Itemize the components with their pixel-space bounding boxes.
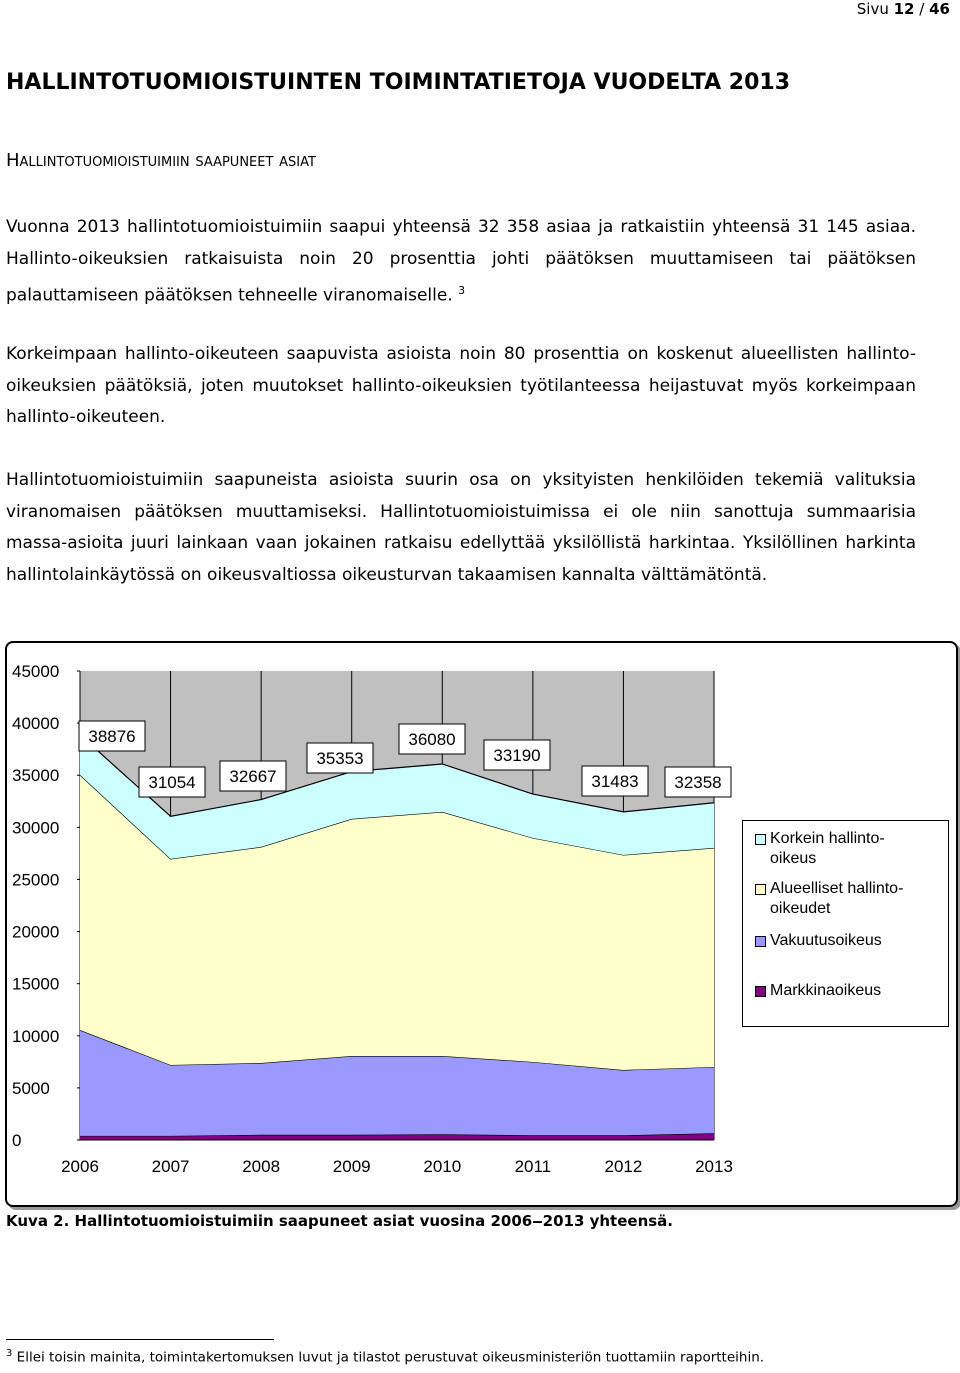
area [80, 1030, 714, 1136]
legend-swatch [755, 884, 766, 895]
x-tick-label: 2013 [695, 1157, 733, 1176]
page-label: Sivu [856, 0, 889, 18]
legend-swatch [755, 986, 766, 997]
legend-swatch [755, 936, 766, 947]
legend-swatch [755, 834, 766, 845]
total-label-box [664, 766, 732, 798]
total-label: 35353 [316, 749, 363, 768]
y-tick-label: 5000 [12, 1079, 50, 1098]
total-label-box [483, 739, 551, 771]
total-label-box [398, 723, 466, 755]
y-tick-label: 20000 [12, 923, 59, 942]
legend-label: Korkein hallinto-oikeus [770, 830, 885, 867]
y-tick-label: 45000 [12, 662, 59, 681]
x-tick-label: 2007 [152, 1157, 190, 1176]
total-label-box [581, 765, 649, 797]
area [80, 774, 714, 1070]
x-tick-label: 2008 [242, 1157, 280, 1176]
y-tick-label: 0 [12, 1131, 21, 1150]
legend-item: Korkein hallinto-oikeus [755, 829, 935, 869]
chart-frame [5, 641, 958, 1207]
x-tick-label: 2009 [333, 1157, 371, 1176]
total-label-box [78, 720, 146, 752]
y-tick-label: 10000 [12, 1027, 59, 1046]
total-label-box [219, 760, 287, 792]
total-label-box [306, 742, 374, 774]
total-label: 38876 [88, 727, 135, 746]
x-tick-label: 2012 [605, 1157, 643, 1176]
footnote-number: 3 [6, 1348, 13, 1359]
legend-item: Markkinaoikeus [755, 981, 935, 1001]
total-label: 32667 [229, 767, 276, 786]
y-tick-label: 40000 [12, 714, 59, 733]
total-label: 33190 [493, 746, 540, 765]
page-current: 12 [893, 0, 915, 18]
y-tick-label: 15000 [12, 975, 59, 994]
area-edge [79, 734, 715, 817]
y-tick-label: 25000 [12, 870, 59, 889]
paragraph: Hallintotuomioistuimiin saapuneista asio… [6, 470, 916, 585]
legend: Korkein hallinto-oikeus Alueelliset halli… [742, 820, 949, 1027]
x-tick-label: 2011 [515, 1157, 552, 1176]
footnote-rule [6, 1339, 274, 1340]
page-sep: / [919, 0, 925, 18]
paragraph: Vuonna 2013 hallintotuomioistuimiin saap… [6, 212, 916, 312]
legend-item: Vakuutusoikeus [755, 931, 935, 951]
y-tick-label: 35000 [12, 766, 59, 785]
paragraph-text: Vuonna 2013 hallintotuomioistuimiin saap… [6, 217, 916, 306]
caption: Kuva 2. Hallintotuomioistuimiin saapunee… [6, 1212, 674, 1230]
total-label: 31483 [591, 772, 638, 791]
page-total: 46 [929, 0, 950, 18]
total-label: 36080 [408, 730, 455, 749]
total-label-box [138, 766, 206, 798]
legend-label: Alueelliset hallinto-oikeudet [770, 880, 904, 917]
subtitle: Hallintotuomioistuimiin saapuneet asiat [6, 150, 316, 171]
footnote-ref: 3 [458, 284, 466, 297]
x-tick-label: 2006 [61, 1157, 99, 1176]
total-label: 31054 [148, 773, 195, 792]
y-tick-label: 30000 [12, 818, 59, 837]
area [80, 1133, 714, 1140]
title: HALLINTOTUOMIOISTUINTEN TOIMINTATIETOJA … [6, 70, 791, 95]
legend-label: Vakuutusoikeus [770, 932, 882, 949]
area [80, 734, 714, 859]
page-number: Sivu 12 / 46 [857, 0, 950, 18]
legend-item: Alueelliset hallinto-oikeudet [755, 879, 935, 919]
total-label: 32358 [674, 773, 721, 792]
legend-label: Markkinaoikeus [770, 982, 882, 999]
footnote-text: Ellei toisin mainita, toimintakertomukse… [16, 1349, 765, 1366]
x-tick-label: 2010 [423, 1157, 461, 1176]
paragraph: Korkeimpaan hallinto-oikeuteen saapuvist… [6, 344, 916, 427]
footnote: 3 Ellei toisin mainita, toimintakertomuk… [6, 1348, 764, 1366]
